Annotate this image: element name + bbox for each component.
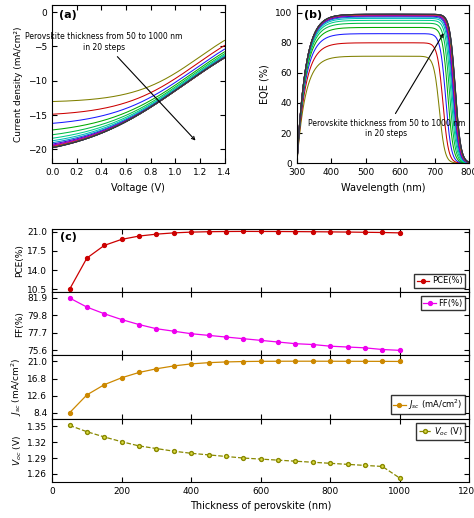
X-axis label: Wavelength (nm): Wavelength (nm): [341, 183, 425, 193]
Y-axis label: $V_{oc}$ (V): $V_{oc}$ (V): [12, 435, 24, 466]
Legend: PCE(%): PCE(%): [414, 274, 465, 288]
Y-axis label: $J_{sc}$ (mA/cm$^2$): $J_{sc}$ (mA/cm$^2$): [10, 358, 24, 416]
Text: (c): (c): [61, 232, 77, 242]
X-axis label: Thickness of perovskite (nm): Thickness of perovskite (nm): [190, 501, 331, 511]
Y-axis label: EQE (%): EQE (%): [259, 64, 269, 104]
Text: Perovskite thickness from 50 to 1000 nm
in 20 steps: Perovskite thickness from 50 to 1000 nm …: [25, 33, 195, 140]
Y-axis label: PCE(%): PCE(%): [15, 244, 24, 277]
Legend: FF(%): FF(%): [421, 296, 465, 310]
Text: (a): (a): [59, 10, 77, 20]
X-axis label: Voltage (V): Voltage (V): [111, 183, 165, 193]
Y-axis label: FF(%): FF(%): [15, 311, 24, 337]
Legend: $J_{sc}$ (mA/cm$^2$): $J_{sc}$ (mA/cm$^2$): [391, 395, 465, 414]
Y-axis label: Current density (mA/cm²): Current density (mA/cm²): [14, 26, 23, 142]
Legend: $V_{oc}$ (V): $V_{oc}$ (V): [416, 423, 465, 440]
Text: Perovskite thickness from 50 to 1000 nm
in 20 steps: Perovskite thickness from 50 to 1000 nm …: [308, 34, 465, 138]
Text: (b): (b): [304, 10, 322, 20]
